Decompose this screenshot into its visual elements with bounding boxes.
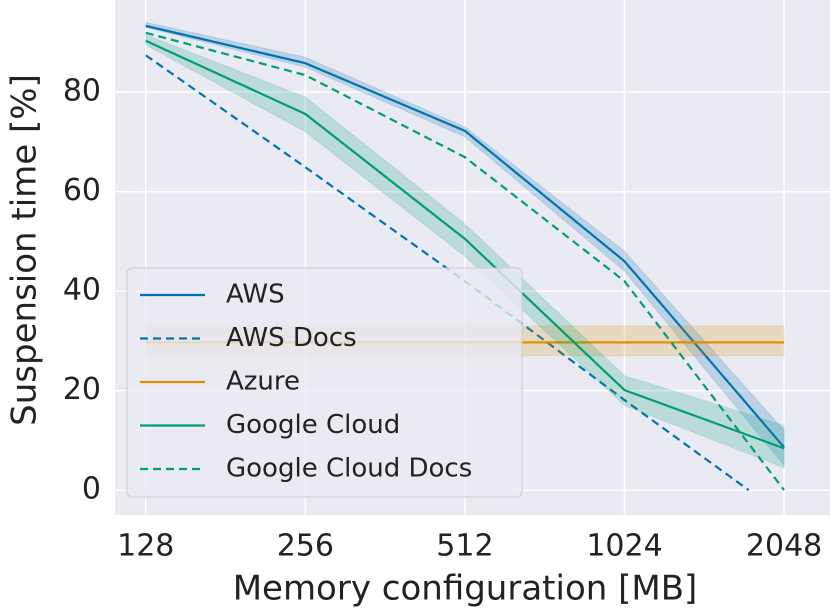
series-line	[145, 24, 785, 449]
y-tick-label: 40	[63, 273, 101, 308]
legend-label: AWS Docs	[226, 323, 357, 353]
x-tick-label: 512	[436, 529, 493, 564]
y-tick-label: 0	[82, 472, 101, 507]
y-tick-label: 60	[63, 173, 101, 208]
x-tick-label: 128	[117, 529, 174, 564]
x-tick-label: 1024	[586, 529, 662, 564]
confidence-band	[145, 34, 785, 469]
legend-label: AWS	[226, 280, 285, 310]
x-axis-label: Memory configuration [MB]	[233, 569, 698, 609]
y-tick-label: 20	[63, 372, 101, 407]
legend-label: Azure	[226, 367, 300, 397]
y-axis-label: Suspension time [%]	[5, 74, 45, 426]
legend-box	[126, 267, 523, 498]
series-line	[145, 39, 785, 450]
legend-label: Google Cloud	[226, 410, 400, 440]
y-tick-label: 80	[63, 74, 101, 109]
confidence-band	[145, 21, 785, 467]
series-line	[145, 31, 785, 491]
legend-label: Google Cloud Docs	[226, 454, 472, 484]
x-tick-label: 256	[277, 529, 334, 564]
x-tick-label: 2048	[746, 529, 822, 564]
